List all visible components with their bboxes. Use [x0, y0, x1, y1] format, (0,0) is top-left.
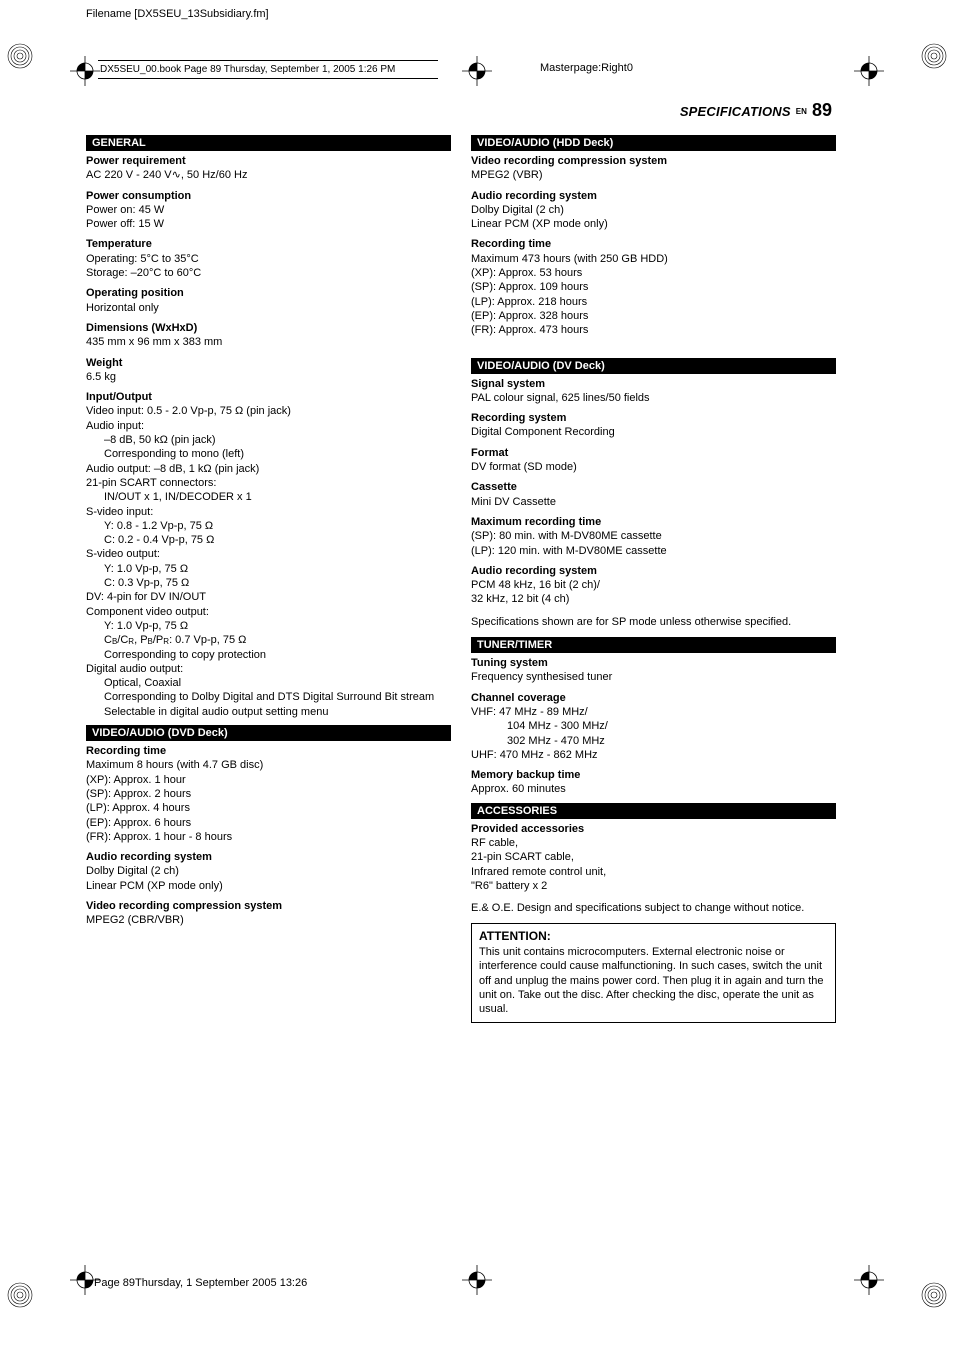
spec-provided-accessories: Provided accessories RF cable, 21-pin SC… — [471, 822, 836, 893]
page-footer-text: Page 89Thursday, 1 September 2005 13:26 — [94, 1277, 307, 1289]
section-dv: VIDEO/AUDIO (DV Deck) — [471, 358, 836, 374]
registration-mark-icon — [6, 1281, 34, 1309]
spec-power-consumption: Power consumption Power on: 45 W Power o… — [86, 189, 451, 232]
spec-dvd-audio-recording: Audio recording system Dolby Digital (2 … — [86, 850, 451, 893]
spec-dv-cassette: Cassette Mini DV Cassette — [471, 480, 836, 509]
spec-dimensions: Dimensions (WxHxD) 435 mm x 96 mm x 383 … — [86, 321, 451, 350]
left-column: GENERAL Power requirement AC 220 V - 240… — [86, 131, 451, 1023]
spec-dv-max-recording: Maximum recording time (SP): 80 min. wit… — [471, 515, 836, 558]
crosshair-icon — [462, 56, 492, 86]
spec-dvd-video-compression: Video recording compression system MPEG2… — [86, 899, 451, 928]
header-title: SPECIFICATIONS — [680, 104, 791, 119]
crosshair-icon — [854, 1265, 884, 1295]
section-general: GENERAL — [86, 135, 451, 151]
registration-mark-icon — [920, 1281, 948, 1309]
registration-mark-icon — [6, 42, 34, 70]
crosshair-icon — [462, 1265, 492, 1295]
filename-text: Filename [DX5SEU_13Subsidiary.fm] — [86, 8, 269, 20]
crosshair-icon — [854, 56, 884, 86]
registration-mark-icon — [920, 42, 948, 70]
attention-heading: ATTENTION: — [479, 929, 828, 945]
section-accessories: ACCESSORIES — [471, 803, 836, 819]
spec-input-output: Input/Output Video input: 0.5 - 2.0 Vp-p… — [86, 390, 451, 719]
spec-channel-coverage: Channel coverage VHF: 47 MHz - 89 MHz/ 1… — [471, 691, 836, 762]
dv-note: Specifications shown are for SP mode unl… — [471, 615, 836, 629]
spec-hdd-audio-recording: Audio recording system Dolby Digital (2 … — [471, 189, 836, 232]
spec-memory-backup: Memory backup time Approx. 60 minutes — [471, 768, 836, 797]
spec-power-requirement: Power requirement AC 220 V - 240 V∿, 50 … — [86, 154, 451, 183]
book-info-text: DX5SEU_00.book Page 89 Thursday, Septemb… — [98, 60, 438, 79]
attention-box: ATTENTION: This unit contains microcompu… — [471, 923, 836, 1022]
spec-tuning-system: Tuning system Frequency synthesised tune… — [471, 656, 836, 685]
page-content: SPECIFICATIONS EN 89 GENERAL Power requi… — [86, 100, 836, 1023]
spec-change-notice: E.& O.E. Design and specifications subje… — [471, 901, 836, 915]
spec-operating-position: Operating position Horizontal only — [86, 286, 451, 315]
crosshair-icon — [70, 56, 100, 86]
spec-dv-signal: Signal system PAL colour signal, 625 lin… — [471, 377, 836, 406]
section-hdd: VIDEO/AUDIO (HDD Deck) — [471, 135, 836, 151]
page-header: SPECIFICATIONS EN 89 — [86, 100, 836, 121]
header-lang: EN — [794, 107, 809, 116]
spec-weight: Weight 6.5 kg — [86, 356, 451, 385]
masterpage-text: Masterpage:Right0 — [540, 62, 633, 74]
page-number: 89 — [812, 100, 832, 120]
right-column: VIDEO/AUDIO (HDD Deck) Video recording c… — [471, 131, 836, 1023]
section-dvd: VIDEO/AUDIO (DVD Deck) — [86, 725, 451, 741]
section-tuner: TUNER/TIMER — [471, 637, 836, 653]
spec-hdd-video-compression: Video recording compression system MPEG2… — [471, 154, 836, 183]
spec-dv-format: Format DV format (SD mode) — [471, 446, 836, 475]
attention-body: This unit contains microcomputers. Exter… — [479, 945, 828, 1016]
spec-temperature: Temperature Operating: 5°C to 35°C Stora… — [86, 237, 451, 280]
spec-dv-audio-recording: Audio recording system PCM 48 kHz, 16 bi… — [471, 564, 836, 607]
spec-hdd-recording-time: Recording time Maximum 473 hours (with 2… — [471, 237, 836, 337]
spec-dvd-recording-time: Recording time Maximum 8 hours (with 4.7… — [86, 744, 451, 844]
spec-dv-recording-system: Recording system Digital Component Recor… — [471, 411, 836, 440]
